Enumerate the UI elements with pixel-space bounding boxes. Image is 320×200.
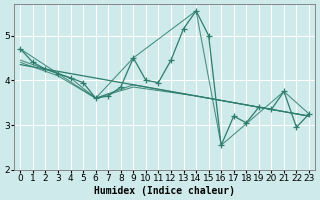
X-axis label: Humidex (Indice chaleur): Humidex (Indice chaleur)	[94, 186, 235, 196]
